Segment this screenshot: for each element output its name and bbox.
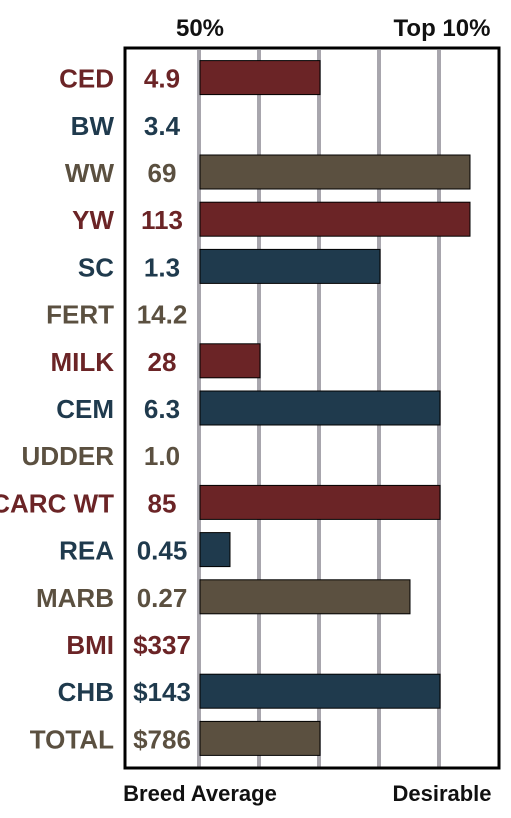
trait-value: $143 — [133, 677, 191, 707]
trait-label: YW — [72, 205, 114, 235]
bar — [199, 248, 381, 284]
trait-label: UDDER — [22, 441, 115, 471]
trait-label: BMI — [66, 630, 114, 660]
bar — [199, 673, 441, 709]
trait-label: WW — [65, 158, 115, 188]
chart-frame — [123, 46, 501, 770]
trait-label: CED — [59, 64, 114, 94]
trait-label: SC — [78, 252, 114, 282]
bar — [199, 579, 411, 615]
trait-value: 1.3 — [144, 252, 180, 282]
trait-label: FERT — [46, 300, 114, 330]
trait-value: 28 — [148, 347, 177, 377]
trait-label: REA — [59, 536, 114, 566]
trait-label: MARB — [36, 583, 114, 613]
trait-label: BW — [71, 111, 115, 141]
bottom-label-desirable: Desirable — [392, 781, 491, 806]
trait-value: $786 — [133, 724, 191, 754]
bar — [199, 720, 321, 756]
bar — [199, 343, 261, 379]
bar — [199, 484, 441, 520]
trait-label: CEM — [56, 394, 114, 424]
trait-value: 6.3 — [144, 394, 180, 424]
trait-value: 0.27 — [137, 583, 188, 613]
trait-value: 85 — [148, 488, 177, 518]
bar — [199, 60, 321, 96]
trait-value: 4.9 — [144, 64, 180, 94]
bar — [199, 390, 441, 426]
trait-value: 0.45 — [137, 536, 188, 566]
row-labels: CED 4.9 BW 3.4 WW 69 YW 113 SC 1.3 FERT 14.2 MILK 28 C… — [0, 64, 191, 755]
trait-label: CHB — [58, 677, 114, 707]
trait-label: CARC WT — [0, 488, 114, 518]
bars — [199, 60, 471, 756]
trait-value: $337 — [133, 630, 191, 660]
bottom-label-breed-average: Breed Average — [123, 781, 277, 806]
top-label-top10: Top 10% — [394, 15, 491, 42]
trait-value: 113 — [141, 205, 183, 235]
trait-label: TOTAL — [30, 724, 114, 754]
trait-label: MILK — [50, 347, 114, 377]
bar — [199, 532, 231, 568]
trait-value: 1.0 — [144, 441, 180, 471]
bar — [199, 154, 471, 190]
top-label-50pct: 50% — [176, 15, 224, 42]
trait-value: 3.4 — [144, 111, 181, 141]
trait-value: 14.2 — [137, 300, 188, 330]
bar — [199, 201, 471, 237]
trait-value: 69 — [148, 158, 177, 188]
